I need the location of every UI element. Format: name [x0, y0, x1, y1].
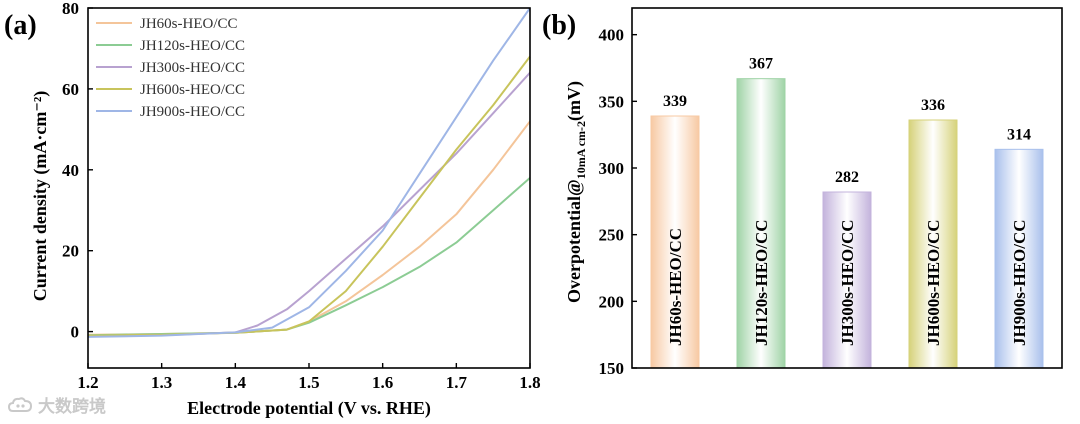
y-tick-label: 40: [62, 161, 79, 180]
series-line-2: [87, 177, 531, 337]
x-tick-label: 1.6: [372, 373, 393, 392]
bar-3: [822, 191, 872, 369]
x-tick-label: 1.3: [151, 373, 172, 392]
y-tick-label: 80: [62, 0, 79, 18]
legend-label: JH600s-HEO/CC: [140, 82, 245, 98]
x-tick-label: 1.7: [446, 373, 468, 392]
y-tick-label: 250: [599, 226, 625, 245]
panel-a-line-chart: (a) 1.2 1.3 1.4 1.5 1.6 1.7 1.8 0 20 40 60 80 Electro…: [4, 0, 541, 419]
x-tick-label: 1.5: [298, 373, 319, 392]
bar-category-label: JH900s-HEO/CC: [1010, 219, 1029, 346]
y-tick-label: 300: [599, 159, 625, 178]
watermark: 大数跨境: [8, 392, 106, 417]
panel-b-label: (b): [542, 10, 576, 41]
cloud-logo-icon: [8, 396, 33, 412]
bar-value-label: 314: [1007, 126, 1031, 143]
bar-category-label: JH300s-HEO/CC: [838, 219, 857, 346]
y-axis-title-main: Overpotential@: [564, 179, 584, 303]
y-axis-title: Overpotential@10mA cm-2(mV): [564, 81, 588, 303]
x-axis-title: Electrode potential (V vs. RHE): [187, 398, 431, 419]
bar-category-label: JH120s-HEO/CC: [752, 219, 771, 346]
panel-b-bar-chart: (b) 339 JH60s-HEO/CC 367 JH120s-HEO/CC 282 JH3…: [542, 7, 1063, 378]
bar-value-label: 282: [835, 169, 859, 186]
plot-frame-b: [631, 7, 1063, 369]
y-tick-label: 0: [71, 323, 80, 342]
legend-label: JH120s-HEO/CC: [140, 38, 245, 54]
y-tick-label: 200: [599, 292, 625, 311]
bar-category-label: JH600s-HEO/CC: [924, 219, 943, 346]
legend-label: JH60s-HEO/CC: [140, 16, 238, 32]
legend-label: JH900s-HEO/CC: [140, 104, 245, 120]
panel-a-label: (a): [4, 10, 37, 41]
legend-label: JH300s-HEO/CC: [140, 60, 245, 76]
bar-2: [736, 78, 786, 369]
y-axis-title-subscript: 10mA cm-2: [574, 121, 588, 179]
series-line-1: [87, 120, 531, 336]
y-tick-label: 400: [599, 26, 625, 45]
y-tick-label: 20: [62, 242, 79, 261]
watermark-text: 大数跨境: [38, 397, 106, 417]
x-tick-label: 1.4: [225, 373, 247, 392]
x-tick-label: 1.8: [519, 373, 540, 392]
bar-category-label: JH60s-HEO/CC: [666, 228, 685, 346]
bar-value-label: 336: [921, 97, 945, 114]
y-tick-label: 60: [62, 80, 79, 99]
series-line-4: [87, 55, 531, 337]
bar-value-label: 367: [749, 56, 773, 73]
y-tick-label: 150: [599, 359, 625, 378]
y-axis-title: Current density (mA·cm⁻²): [30, 91, 51, 302]
x-tick-label: 1.2: [77, 373, 98, 392]
series-line-5: [87, 7, 531, 338]
bar-1: [650, 115, 700, 369]
y-axis-title-unit: (mV): [564, 81, 585, 121]
bar-value-label: 339: [663, 93, 687, 110]
y-tick-label: 350: [599, 92, 625, 111]
